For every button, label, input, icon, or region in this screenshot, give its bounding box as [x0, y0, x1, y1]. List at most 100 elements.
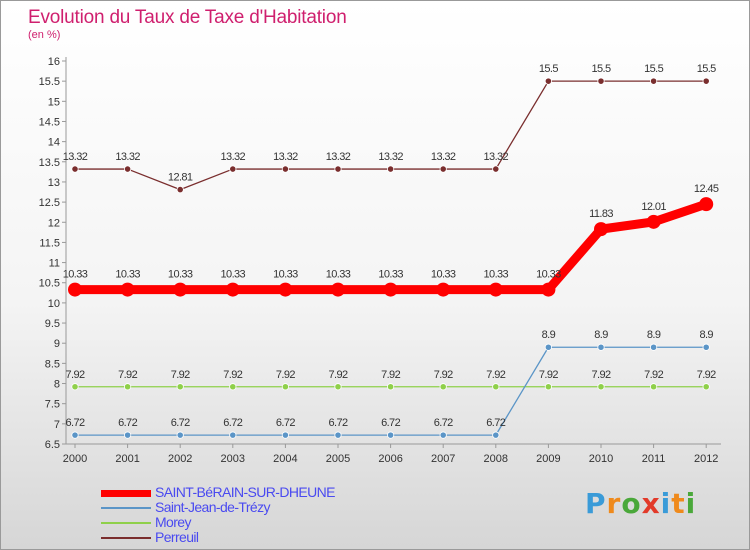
legend-swatch [101, 489, 151, 497]
data-label: 6.72 [65, 417, 84, 429]
data-label: 7.92 [171, 369, 190, 381]
y-tick-label: 9 [54, 338, 60, 350]
data-point [120, 282, 135, 297]
data-point [176, 383, 184, 391]
data-point [281, 431, 289, 439]
data-point [176, 186, 184, 194]
data-label: 12.81 [168, 172, 193, 184]
data-point [646, 214, 661, 229]
data-point [492, 383, 500, 391]
data-label: 7.92 [697, 369, 716, 381]
proxiti-logo: Proxiti [585, 487, 696, 520]
y-tick-label: 12 [48, 217, 60, 229]
data-label: 7.92 [223, 369, 242, 381]
data-label: 6.72 [276, 417, 295, 429]
logo-letter: x [641, 487, 661, 520]
data-label: 8.9 [647, 329, 661, 341]
y-tick-label: 8 [54, 379, 60, 391]
data-label: 15.5 [591, 63, 610, 75]
x-tick-label: 2002 [168, 453, 192, 465]
data-label: 13.32 [63, 151, 88, 163]
x-tick-label: 2007 [431, 453, 455, 465]
data-point [386, 431, 395, 439]
data-point [334, 431, 342, 439]
data-label: 10.33 [431, 269, 456, 281]
x-tick-label: 2009 [536, 453, 560, 465]
data-point [594, 222, 608, 237]
data-label: 7.92 [118, 369, 137, 381]
data-label: 10.33 [536, 269, 561, 281]
data-label: 12.45 [694, 183, 719, 195]
x-tick-label: 2008 [484, 453, 508, 465]
data-point [597, 343, 605, 351]
data-label: 12.01 [641, 201, 666, 213]
data-label: 10.33 [115, 269, 140, 281]
data-label: 10.33 [378, 269, 403, 281]
data-label: 13.32 [378, 151, 403, 163]
data-point [229, 383, 237, 391]
data-label: 7.92 [644, 369, 663, 381]
legend-label: Morey [155, 514, 192, 530]
data-point [436, 282, 451, 297]
data-point [702, 343, 710, 351]
data-point [649, 383, 658, 391]
data-label: 7.92 [591, 369, 610, 381]
data-point [229, 431, 237, 439]
data-label: 10.33 [221, 269, 246, 281]
legend-label: Saint-Jean-de-Trézy [155, 499, 271, 515]
data-label: 6.72 [118, 417, 137, 429]
data-label: 6.72 [171, 417, 190, 429]
y-tick-label: 11 [49, 258, 60, 270]
data-point [492, 165, 500, 173]
data-point [331, 282, 345, 297]
y-tick-label: 9.5 [45, 318, 60, 330]
data-point [649, 77, 658, 85]
data-point [71, 165, 79, 173]
y-tick-label: 7.5 [45, 399, 60, 411]
chart-subtitle: (en %) [28, 29, 61, 41]
data-label: 6.72 [486, 417, 505, 429]
y-tick-label: 16 [48, 56, 60, 68]
logo-letter: P [585, 487, 607, 520]
data-label: 7.92 [328, 369, 347, 381]
data-label: 7.92 [434, 369, 453, 381]
data-label: 10.33 [326, 269, 351, 281]
data-point [278, 282, 293, 297]
legend-label: SAINT-BéRAIN-SUR-DHEUNE [155, 484, 335, 500]
y-tick-label: 15 [48, 96, 60, 108]
y-tick-label: 6.5 [45, 439, 60, 451]
legend-swatch [101, 507, 151, 509]
y-tick-label: 13 [48, 177, 60, 189]
data-point [597, 77, 605, 85]
data-label: 13.32 [484, 151, 509, 163]
data-point [492, 431, 500, 439]
x-tick-label: 2005 [326, 453, 350, 465]
x-tick-label: 2010 [589, 453, 613, 465]
data-label: 8.9 [542, 329, 556, 341]
data-point [383, 282, 398, 297]
x-tick-label: 2006 [378, 453, 402, 465]
data-label: 7.92 [276, 369, 295, 381]
data-label: 7.92 [381, 369, 400, 381]
y-tick-label: 11.5 [39, 237, 60, 249]
data-point [124, 383, 132, 391]
data-label: 6.72 [434, 417, 453, 429]
data-label: 10.33 [168, 269, 193, 281]
data-label: 6.72 [328, 417, 347, 429]
y-tick-label: 14.5 [39, 116, 60, 128]
data-label: 7.92 [486, 369, 505, 381]
data-label: 8.9 [594, 329, 608, 341]
data-point [71, 431, 79, 439]
data-point [386, 165, 395, 173]
y-tick-label: 14 [48, 137, 60, 149]
data-label: 7.92 [65, 369, 84, 381]
data-point [544, 343, 553, 351]
data-point [439, 431, 447, 439]
data-label: 6.72 [381, 417, 400, 429]
chart-title: Evolution du Taux de Taxe d'Habitation [28, 7, 347, 28]
data-point [334, 383, 342, 391]
y-tick-label: 7 [54, 419, 60, 431]
data-label: 10.33 [484, 269, 509, 281]
